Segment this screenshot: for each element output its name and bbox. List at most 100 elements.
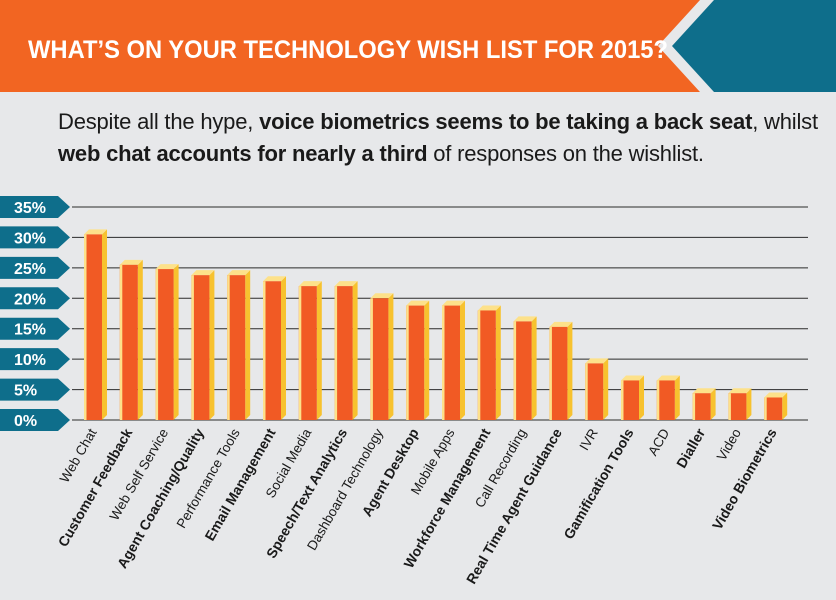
bar-highlight [764, 397, 767, 420]
bar-highlight [119, 264, 123, 420]
bar-front [298, 286, 317, 420]
bar-side [603, 358, 609, 420]
bar-top [155, 264, 179, 270]
bar-side [173, 264, 179, 420]
bar [227, 270, 251, 420]
bar [477, 305, 501, 420]
bar-side [137, 259, 143, 420]
bar [334, 281, 358, 420]
bar-side [460, 300, 465, 420]
y-tick-label: 15% [14, 322, 46, 339]
y-tick-label: 20% [14, 291, 46, 308]
bar [549, 321, 573, 420]
bars [84, 229, 788, 420]
bar-side [567, 321, 573, 420]
y-tick-label: 30% [14, 230, 46, 247]
bar [155, 264, 179, 420]
bar-front [191, 275, 210, 420]
bar-top [406, 300, 430, 306]
subtitle-line1-bold: voice biometrics seems to be taking a ba… [259, 109, 753, 134]
bar-top [656, 375, 680, 381]
bar-highlight [84, 234, 87, 420]
bar-front [406, 305, 425, 420]
bar-top [119, 259, 143, 265]
bar-front [263, 281, 281, 420]
bar [764, 392, 788, 420]
bar-front [692, 393, 711, 420]
bar-side [209, 270, 215, 420]
bar-side [782, 392, 788, 420]
header-title: WHAT’S ON YOUR TECHNOLOGY WISH LIST FOR … [28, 36, 668, 64]
y-tick-label: 10% [14, 352, 46, 369]
bar-front [370, 298, 389, 420]
x-category-label: ACD [645, 426, 672, 458]
bar-highlight [155, 269, 159, 420]
bar-top [334, 281, 358, 287]
bar-top [764, 392, 788, 398]
y-tick-tab [0, 226, 70, 249]
bar [585, 358, 609, 420]
y-tick-tab [0, 287, 70, 310]
bar-front [513, 321, 532, 420]
bar-front [477, 310, 496, 420]
bar-top [263, 276, 286, 282]
bar-side [281, 276, 286, 420]
bar-top [692, 388, 716, 394]
bar-side [710, 388, 716, 420]
bar-highlight [263, 281, 266, 420]
bar-highlight [370, 298, 373, 420]
bar-front [656, 380, 675, 420]
y-tick-label: 25% [14, 261, 46, 278]
x-category-label: Video Biometrics [709, 425, 780, 532]
bar-front [227, 275, 246, 420]
bar-front [728, 393, 747, 420]
bar-top [621, 375, 644, 381]
bar [442, 300, 465, 420]
bar-highlight [477, 310, 481, 420]
bar [692, 388, 716, 420]
bar-side [102, 229, 107, 420]
bar-side [495, 305, 501, 420]
bar-highlight [298, 286, 302, 420]
bar-highlight [513, 321, 517, 420]
y-tick-tab [0, 409, 70, 431]
y-tick-label: 5% [14, 383, 37, 400]
bar [298, 281, 322, 420]
bar-front [764, 397, 783, 420]
x-category-label: Dialler [673, 425, 709, 471]
bar-front [621, 380, 639, 420]
bar [406, 300, 430, 420]
bar-highlight [227, 275, 230, 420]
bar-side [639, 375, 644, 420]
bar-side [388, 293, 394, 420]
bar [119, 259, 143, 420]
y-tick-tab [0, 378, 70, 401]
bar-top [549, 321, 573, 327]
bar-highlight [334, 286, 338, 420]
bar-top [84, 229, 107, 235]
subtitle-line2-end: of responses on the wishlist. [427, 141, 704, 166]
subtitle-line1-start: Despite all the hype, [58, 109, 260, 134]
header-teal-arrow [672, 0, 836, 92]
bar-chart: 35% 30% 25% 20% 15% 10% 5% 0% Web ChatCustomer … [0, 196, 808, 586]
bar [263, 276, 286, 420]
header-orange-band [0, 0, 700, 92]
bar-side [424, 300, 430, 420]
bar-side [245, 270, 251, 420]
y-tick-tab [0, 348, 70, 371]
bar-highlight [549, 326, 552, 420]
bar [656, 375, 680, 420]
bar-highlight [656, 380, 660, 420]
bar-top [442, 300, 465, 306]
bar-highlight [728, 393, 731, 420]
bar-side [316, 281, 322, 420]
bar [191, 270, 215, 420]
bar-top [227, 270, 251, 276]
y-tick-tab [0, 256, 70, 279]
bar-top [513, 316, 537, 322]
subtitle-line1-end: , whilst [752, 109, 818, 134]
bar-highlight [442, 305, 445, 420]
subtitle-line2-bold: web chat accounts for nearly a third [58, 141, 428, 166]
